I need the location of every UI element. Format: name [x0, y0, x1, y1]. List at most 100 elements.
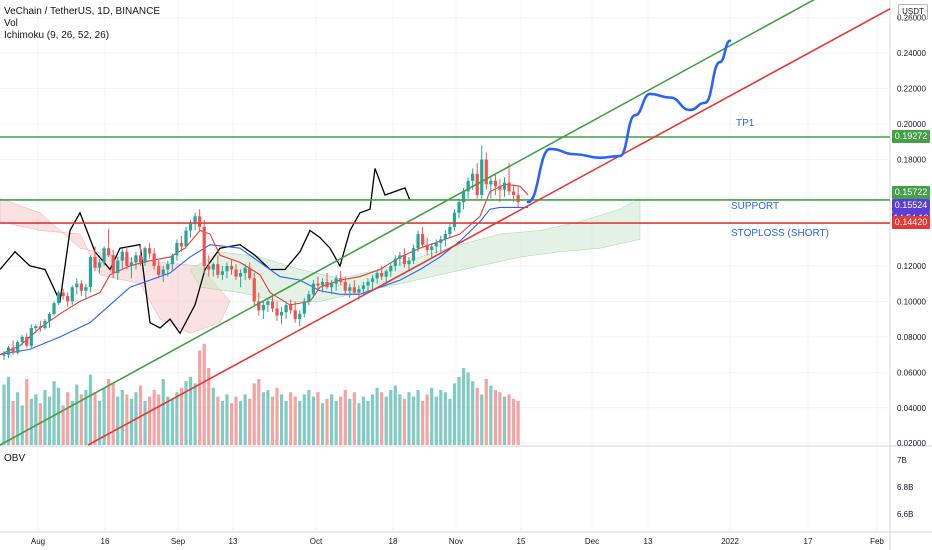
currency-button[interactable]: USDT: [898, 4, 928, 20]
x-tick-label: 18: [389, 537, 398, 546]
annotation-label[interactable]: TP1: [736, 118, 755, 130]
candle-body: [311, 283, 315, 295]
candle-body: [357, 288, 361, 293]
volume-bar: [11, 401, 15, 445]
volume-bar: [157, 394, 161, 445]
volume-bar: [298, 401, 302, 445]
candle-body: [339, 278, 343, 282]
volume-bar: [502, 396, 507, 445]
candle-body: [88, 257, 93, 288]
candle-body: [375, 273, 379, 279]
volume-bar: [52, 381, 56, 445]
volume-bar: [66, 392, 70, 445]
candle-body: [330, 283, 334, 288]
volume-bar: [370, 394, 375, 445]
candle-body: [516, 195, 520, 203]
candle-body: [334, 278, 338, 284]
volume-bar: [489, 385, 493, 445]
cloud-bullish: [189, 198, 641, 302]
candle-body: [25, 336, 29, 346]
volume-bar: [107, 379, 111, 445]
x-tick-label: Oct: [310, 537, 323, 546]
volume-bar: [166, 396, 170, 445]
candle-body: [352, 287, 356, 293]
axes: 0.26000 0.24000 0.22000 0.20000 0.18000 0.120…: [31, 14, 927, 546]
x-tick-label: Nov: [449, 537, 463, 546]
candle-body: [16, 342, 20, 353]
obv-tick-label: 6.8B: [897, 483, 913, 492]
candle-body: [184, 230, 188, 247]
volume-bar: [430, 387, 434, 445]
candle-body: [289, 304, 293, 311]
volume-bar: [84, 390, 88, 445]
volume-indicator-label[interactable]: Vol: [4, 18, 18, 29]
volume-bar: [357, 403, 361, 445]
volume-bar: [75, 384, 79, 445]
candle-body: [393, 258, 397, 266]
x-tick-label: 16: [101, 537, 110, 546]
candle-body: [239, 273, 243, 277]
candle-body: [143, 248, 147, 263]
candle-body: [38, 326, 42, 328]
candle-body: [461, 191, 466, 203]
x-tick-label: 13: [229, 537, 238, 546]
volume-bar: [484, 379, 488, 445]
price-badge: 0.14420: [892, 216, 930, 230]
volume-bar: [161, 379, 165, 445]
candle-body: [134, 255, 138, 263]
volume-bar: [188, 376, 193, 445]
candle-body: [307, 294, 311, 302]
volume-bar: [239, 401, 243, 445]
candle-body: [298, 313, 302, 320]
candle-body: [434, 242, 438, 247]
y-tick-label: 0.22000: [897, 85, 926, 94]
candle-body: [102, 248, 106, 263]
volume-bar: [284, 401, 288, 445]
x-tick-label: Dec: [585, 537, 599, 546]
volume-bar: [225, 394, 229, 445]
volume-bar: [148, 396, 152, 445]
annotation-label[interactable]: SUPPORT: [731, 201, 780, 213]
candle-body: [452, 212, 457, 227]
volume-bar: [234, 396, 238, 445]
ichimoku-indicator-label[interactable]: Ichimoku (9, 26, 52, 26): [4, 30, 110, 41]
volume-bar: [366, 401, 370, 445]
candle-body: [411, 248, 416, 261]
volume-bar: [266, 390, 270, 445]
candle-body: [152, 253, 156, 266]
annotation-label[interactable]: STOPLOSS (SHORT): [731, 228, 829, 240]
volume-bar: [480, 394, 484, 445]
obv-tick-label: 6.6B: [897, 510, 913, 519]
candle-body: [484, 159, 488, 185]
candle-body: [261, 304, 265, 311]
x-tick-label: 17: [804, 537, 813, 546]
volume-bar: [79, 394, 83, 445]
candle-body: [93, 257, 97, 268]
candle-body: [421, 234, 425, 245]
drawings: [0, 0, 891, 446]
volume-bar: [402, 398, 406, 445]
projection-path: [526, 39, 732, 204]
y-tick-label: 0.20000: [897, 120, 926, 129]
candle-body: [348, 287, 352, 291]
volume-bar: [289, 392, 293, 445]
volume-bar: [475, 387, 479, 445]
volume-bar: [248, 398, 252, 445]
volume-bar: [380, 392, 384, 445]
candle-body: [466, 180, 470, 192]
y-tick-label: 0.10000: [897, 297, 926, 306]
volume-bar: [70, 401, 74, 445]
candle-body: [389, 265, 393, 272]
volume-bar: [339, 396, 343, 445]
candle-body: [47, 313, 52, 321]
volume-bar: [125, 394, 129, 445]
volume-bar: [275, 387, 279, 445]
candle-body: [248, 267, 252, 279]
volume-bar: [352, 392, 356, 445]
volume-bar: [393, 385, 397, 445]
candle-body: [407, 260, 411, 265]
volume-bar: [375, 387, 379, 445]
candle-body: [166, 264, 170, 270]
